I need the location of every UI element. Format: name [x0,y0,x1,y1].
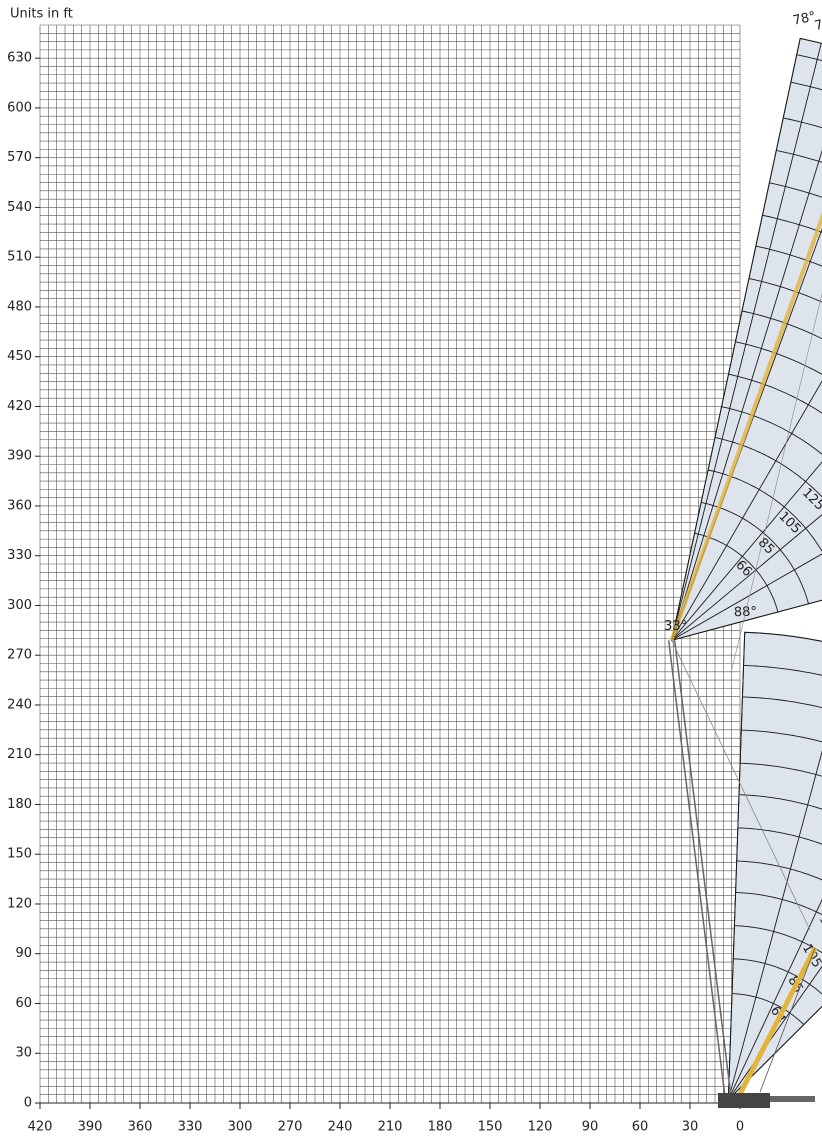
y-tick-label: 240 [7,697,32,712]
y-tick-label: 360 [7,498,32,513]
x-tick-label: 0 [736,1120,744,1135]
y-tick-label: 420 [7,399,32,414]
x-tick-label: 240 [328,1120,353,1135]
x-tick-label: 30 [682,1120,699,1135]
y-tick-label: 390 [7,449,32,464]
radius-arc [742,696,822,709]
radius-arc [734,925,822,954]
radius-arc [748,278,822,303]
radius-arc [735,341,822,375]
angle-ray [727,750,822,1100]
y-tick-label: 480 [7,299,32,314]
angle-ray [671,43,822,641]
angle-ray [671,461,822,641]
radius-arc [744,631,822,642]
jib-stay [731,292,822,671]
radius-arc [714,437,822,498]
radius-arc [701,501,809,604]
main-boom [673,640,733,1100]
axis-unit-label: Units in ft [10,7,73,22]
radius-arc [738,794,822,810]
radius-arc [736,860,822,881]
x-tick-label: 210 [378,1120,403,1135]
angle-label: 78° [792,9,818,28]
jib-stay [671,640,811,931]
main-boom [667,640,727,1100]
angle-ray [671,514,822,641]
x-tick-label: 60 [632,1120,649,1135]
x-tick-label: 330 [178,1120,203,1135]
angle-ray [671,553,822,641]
x-tick-label: 360 [128,1120,153,1135]
y-tick-label: 510 [7,250,32,265]
angle-ray [671,149,822,641]
y-tick-label: 30 [15,1046,32,1061]
small-stay [759,947,816,1093]
angle-label: 76° [813,14,822,34]
y-tick-label: 120 [7,896,32,911]
x-tick-label: 270 [278,1120,303,1135]
x-tick-label: 150 [478,1120,503,1135]
y-tick-label: 600 [7,100,32,115]
radius-arc [708,469,822,553]
luffing-jib [669,211,822,641]
y-tick-label: 150 [7,847,32,862]
radius-arc [740,762,822,777]
crane-base [718,1093,770,1108]
radius-arc [737,827,822,845]
radius-arc [694,532,779,613]
x-tick-label: 390 [78,1120,103,1135]
radius-arc [743,664,822,676]
x-tick-label: 300 [228,1120,253,1135]
y-tick-label: 330 [7,548,32,563]
x-tick-label: 90 [582,1120,599,1135]
y-tick-label: 210 [7,747,32,762]
angle-ray [728,1005,822,1101]
angle-ray [671,380,822,641]
radius-arc [741,310,822,340]
y-tick-label: 90 [15,946,32,961]
radius-arc [732,993,805,1025]
radius-arc [728,373,822,414]
small-boom [735,946,818,1100]
y-tick-label: 450 [7,349,32,364]
y-tick-label: 60 [15,996,32,1011]
angle-ray [727,632,746,1100]
angle-ray [671,599,822,641]
boom-angle-label: 33° [664,619,687,634]
angle-ray [727,965,822,1100]
radius-arc [733,958,822,995]
angle-ray [727,898,822,1100]
x-tick-label: 420 [28,1120,53,1135]
y-tick-label: 540 [7,200,32,215]
y-tick-label: 0 [24,1096,32,1111]
y-tick-label: 630 [7,51,32,66]
y-tick-label: 300 [7,598,32,613]
radius-arc [735,892,822,916]
x-tick-label: 180 [428,1120,453,1135]
radius-arc [741,729,822,743]
counterweight [770,1096,815,1102]
radius-arc [721,406,822,455]
y-tick-label: 270 [7,648,32,663]
x-tick-label: 120 [528,1120,553,1135]
angle-ray [671,38,801,641]
y-tick-label: 180 [7,797,32,812]
y-tick-label: 570 [7,150,32,165]
